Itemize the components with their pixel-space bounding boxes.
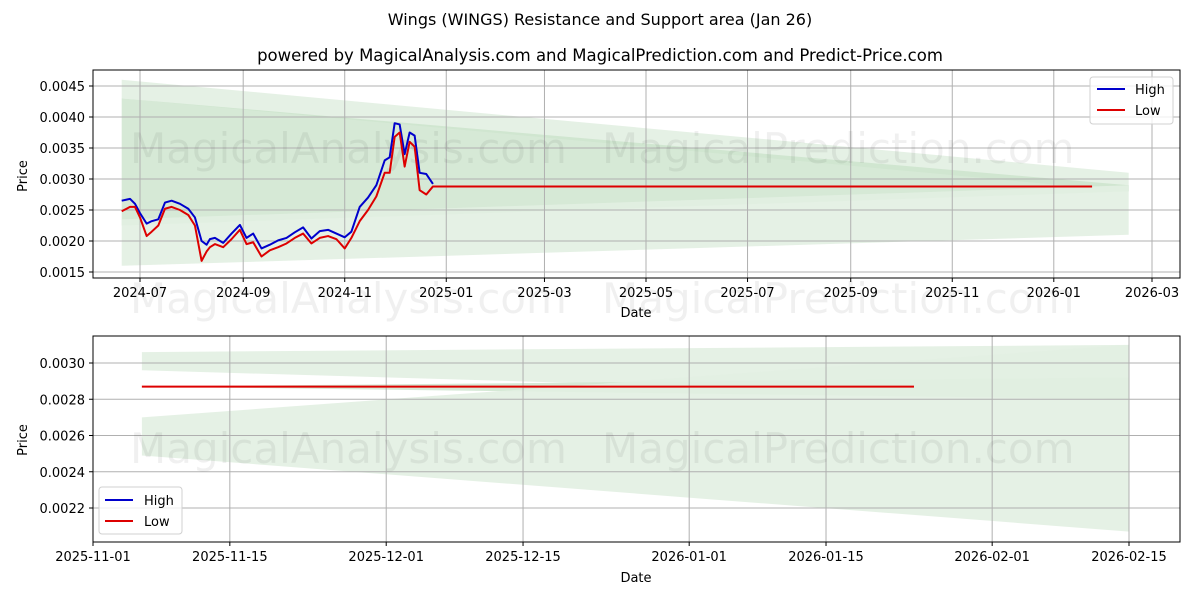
bottom-watermarks: MagicalAnalysis.com MagicalPrediction.co…	[130, 424, 1075, 473]
top-grid	[93, 70, 1180, 278]
top-price-lines	[121, 122, 1093, 262]
watermark-analysis: MagicalAnalysis.com	[130, 424, 567, 473]
y-tick-label: 0.0030	[40, 357, 86, 372]
bottom-x-axis: 2025-11-01 2025-11-15 2025-12-01 2025-12-15…	[55, 542, 1167, 565]
x-tick-label: 2025-01	[419, 286, 473, 301]
x-tick-label: 2025-11-15	[192, 550, 268, 565]
top-y-axis-label: Price	[16, 160, 31, 192]
x-tick-label: 2025-12-15	[485, 550, 561, 565]
x-tick-label: 2025-12-01	[348, 550, 424, 565]
legend-low-label: Low	[144, 515, 170, 530]
legend-high-label: High	[1135, 83, 1165, 98]
y-tick-label: 0.0028	[40, 393, 86, 408]
x-tick-label: 2024-11	[318, 286, 372, 301]
watermark-analysis: MagicalAnalysis.com	[130, 274, 567, 323]
watermark-analysis: MagicalAnalysis.com	[130, 124, 567, 173]
watermark-prediction: MagicalPrediction.com	[602, 274, 1075, 323]
x-tick-label: 2025-07	[720, 286, 774, 301]
top-y-axis: 0.0015 0.0020 0.0025 0.0030 0.0035 0.0040 0.00…	[40, 80, 93, 281]
x-tick-label: 2024-07	[113, 286, 167, 301]
watermark-prediction: MagicalPrediction.com	[602, 124, 1075, 173]
x-tick-label: 2025-11	[925, 286, 979, 301]
bottom-price-chart: MagicalAnalysis.com MagicalPrediction.co…	[16, 335, 1181, 586]
x-tick-label: 2026-01-01	[651, 550, 727, 565]
top-x-axis-label: Date	[620, 306, 651, 321]
series-low-line	[121, 131, 1093, 262]
bottom-y-axis-label: Price	[16, 424, 31, 456]
x-tick-label: 2026-02-01	[954, 550, 1030, 565]
x-tick-label: 2025-03	[517, 286, 571, 301]
x-tick-label: 2026-03	[1125, 286, 1179, 301]
x-tick-label: 2025-05	[619, 286, 673, 301]
legend-low-label: Low	[1135, 104, 1161, 119]
x-tick-label: 2024-09	[216, 286, 270, 301]
series-high-line	[121, 122, 434, 250]
y-tick-label: 0.0045	[40, 80, 86, 95]
chart-title: Wings (WINGS) Resistance and Support are…	[387, 10, 813, 29]
y-tick-label: 0.0040	[40, 111, 86, 126]
y-tick-label: 0.0022	[40, 502, 86, 517]
y-tick-label: 0.0020	[40, 235, 86, 250]
top-price-chart: MagicalAnalysis.com MagicalPrediction.co…	[16, 69, 1181, 323]
bottom-plot-frame	[92, 335, 1181, 543]
top-resistance-support-bands	[121, 79, 1129, 266]
top-x-axis: 2024-07 2024-09 2024-11 2025-01 2025-03 2025-…	[113, 278, 1179, 301]
y-tick-label: 0.0025	[40, 204, 86, 219]
x-tick-label: 2025-11-01	[55, 550, 131, 565]
top-plot-frame	[92, 69, 1181, 279]
y-tick-label: 0.0024	[40, 466, 86, 481]
top-watermarks: MagicalAnalysis.com MagicalPrediction.co…	[130, 124, 1075, 323]
bottom-legend: High Low	[98, 486, 183, 535]
bottom-grid	[92, 336, 1180, 542]
x-tick-label: 2026-01-15	[788, 550, 864, 565]
y-tick-label: 0.0026	[40, 430, 86, 445]
y-tick-label: 0.0030	[40, 173, 86, 188]
chart-subtitle: powered by MagicalAnalysis.com and Magic…	[257, 46, 943, 65]
bottom-x-axis-label: Date	[620, 571, 651, 586]
x-tick-label: 2025-09	[824, 286, 878, 301]
band-support	[121, 185, 1129, 266]
band-support	[141, 344, 1129, 532]
bottom-y-axis: 0.0022 0.0024 0.0026 0.0028 0.0030	[40, 357, 93, 517]
y-tick-label: 0.0015	[40, 266, 86, 281]
legend-high-label: High	[144, 494, 174, 509]
top-legend: High Low	[1089, 76, 1174, 125]
watermark-prediction: MagicalPrediction.com	[602, 424, 1075, 473]
y-tick-label: 0.0035	[40, 142, 86, 157]
x-tick-label: 2026-02-15	[1091, 550, 1167, 565]
legend-box	[98, 486, 183, 535]
x-tick-label: 2026-01	[1027, 286, 1081, 301]
